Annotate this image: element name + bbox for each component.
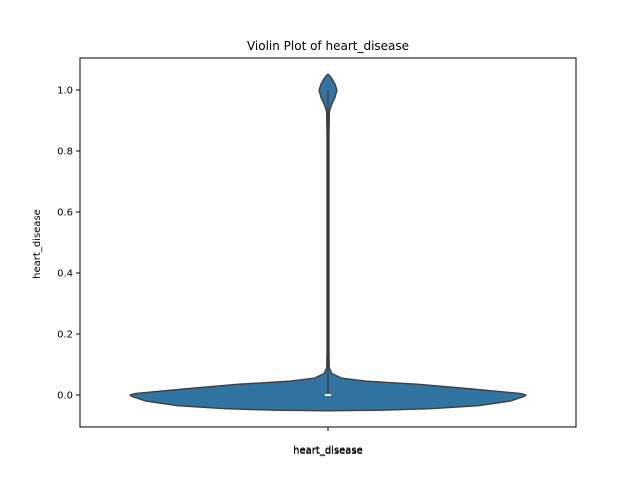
y-axis-label: heart_disease xyxy=(32,209,43,279)
x-axis-ticks: heart_disease xyxy=(293,427,363,456)
y-tick-label: 0.4 xyxy=(57,268,73,279)
y-tick-label: 0.0 xyxy=(57,390,73,401)
chart-title: Violin Plot of heart_disease xyxy=(247,39,409,53)
x-tick-label: heart_disease xyxy=(293,445,363,456)
x-axis-label: heart_disease xyxy=(293,446,363,457)
y-tick-label: 0.2 xyxy=(57,329,73,340)
y-tick-label: 1.0 xyxy=(57,86,73,97)
y-tick-label: 0.6 xyxy=(57,208,73,219)
y-tick-label: 0.8 xyxy=(57,147,73,158)
y-axis-ticks: 0.0 0.2 0.4 0.6 0.8 1.0 xyxy=(57,86,80,401)
violin-layer xyxy=(129,73,527,412)
